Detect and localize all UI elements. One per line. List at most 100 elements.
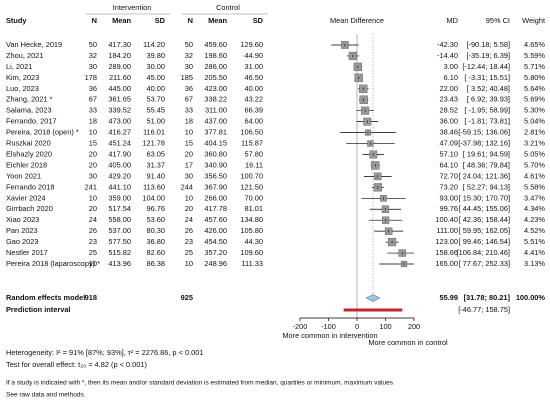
table-cell: 311.00 xyxy=(205,106,227,115)
table-cell: 40.00 xyxy=(147,84,166,93)
table-cell: 339.52 xyxy=(108,106,131,115)
table-cell: 537.00 xyxy=(108,226,131,235)
table-cell: 404.15 xyxy=(204,139,227,148)
md-value: 123.00 xyxy=(435,237,458,246)
column-header: N xyxy=(92,16,97,25)
table-cell: 18 xyxy=(89,117,97,126)
study-name: Kim, 2023 xyxy=(6,73,39,82)
table-cell: 106.50 xyxy=(240,128,263,137)
table-cell: 10 xyxy=(89,259,97,268)
ci-value: [ -1.81; 73.81] xyxy=(464,117,510,126)
table-cell: 417.78 xyxy=(204,204,227,213)
pooled-diamond xyxy=(365,294,381,302)
study-name: Salama, 2023 xyxy=(6,106,52,115)
table-cell: 20 xyxy=(185,149,193,158)
table-cell: 377.81 xyxy=(204,128,227,137)
md-value: 23.43 xyxy=(440,95,459,104)
x-label-right: More common in control xyxy=(368,338,448,347)
table-cell: 24 xyxy=(89,215,97,224)
table-cell: 91.40 xyxy=(147,171,166,180)
pooled-label: Random effects model xyxy=(6,293,85,302)
ci-value: [ 15.30; 170.70] xyxy=(459,193,510,202)
table-cell: 417.90 xyxy=(108,149,131,158)
study-name: Zhang, 2021 * xyxy=(6,95,53,104)
weight-value: 5.30% xyxy=(524,106,545,115)
ci-value: [-37.98; 132.16] xyxy=(458,139,510,148)
weight-value: 4.52% xyxy=(524,226,545,235)
table-cell: 116.01 xyxy=(143,128,165,137)
study-name: Pereira 2018 (laparoscopy) * xyxy=(6,259,100,268)
weight-value: 5.64% xyxy=(524,84,545,93)
footnote: See raw data and methods. xyxy=(6,392,86,399)
pooled-md: 55.99 xyxy=(440,293,459,302)
table-cell: 360.80 xyxy=(204,149,227,158)
table-cell: 115.87 xyxy=(241,139,263,148)
table-cell: 10 xyxy=(89,128,97,137)
table-cell: 111.33 xyxy=(241,259,263,268)
study-name: Eichler 2018 xyxy=(6,160,47,169)
table-cell: 558.00 xyxy=(108,215,131,224)
x-label-left: More common in intervention xyxy=(282,331,377,340)
column-header: Mean xyxy=(112,16,131,25)
table-cell: 50 xyxy=(89,40,97,49)
weight-value: 5.04% xyxy=(524,117,545,126)
table-cell: 105.80 xyxy=(240,226,263,235)
weight-value: 5.51% xyxy=(524,237,545,246)
table-cell: 53.70 xyxy=(147,95,166,104)
table-cell: 20 xyxy=(89,204,97,213)
table-cell: 185 xyxy=(181,73,193,82)
table-cell: 31.00 xyxy=(245,62,264,71)
table-cell: 109.60 xyxy=(240,248,263,257)
table-cell: 429.20 xyxy=(108,171,131,180)
study-header: Study xyxy=(6,16,27,25)
column-header: SD xyxy=(155,16,166,25)
table-cell: 30 xyxy=(185,171,193,180)
table-cell: 20 xyxy=(89,149,97,158)
table-cell: 10 xyxy=(185,193,193,202)
table-cell: 248.96 xyxy=(204,259,227,268)
weight-value: 3.21% xyxy=(524,139,545,148)
x-tick-label: -200 xyxy=(293,322,308,331)
table-cell: 266.00 xyxy=(204,193,227,202)
ci-value: [-59.15; 136.06] xyxy=(458,128,510,137)
md-value: -14.40 xyxy=(437,51,458,60)
study-name: Li, 2021 xyxy=(6,62,32,71)
md-value: -42.30 xyxy=(437,40,458,49)
ci-value: [ 99.46; 146.54] xyxy=(459,237,510,246)
weight-value: 5.05% xyxy=(524,149,545,158)
ci-header: 95% CI xyxy=(486,16,510,25)
table-cell: 244 xyxy=(181,182,193,191)
ci-value: [ 48.36; 79.84] xyxy=(463,160,510,169)
column-header: Mean xyxy=(208,16,227,25)
table-cell: 51.00 xyxy=(147,117,166,126)
md-value: 158.66 xyxy=(435,248,458,257)
overall-test: Test for overall effect: t₂₀ = 4.82 (p <… xyxy=(6,360,147,369)
x-tick-label: -100 xyxy=(321,322,336,331)
weight-value: 5.80% xyxy=(524,73,545,82)
table-cell: 286.00 xyxy=(204,62,227,71)
md-value: 111.00 xyxy=(436,226,458,235)
prediction-label: Prediction interval xyxy=(6,305,70,314)
table-cell: 426.00 xyxy=(204,226,227,235)
table-cell: 357.20 xyxy=(204,248,227,257)
weight-value: 5.59% xyxy=(524,51,545,60)
table-cell: 104.00 xyxy=(142,193,165,202)
md-value: 165.00 xyxy=(435,259,458,268)
pooled-weight: 100.00% xyxy=(516,293,546,302)
study-name: Nestler 2017 xyxy=(6,248,48,257)
ci-value: [-12.44; 18.44] xyxy=(462,62,510,71)
table-cell: 211.60 xyxy=(109,73,131,82)
intervention-header: Intervention xyxy=(113,3,152,12)
table-cell: 359.00 xyxy=(108,193,131,202)
table-cell: 100.70 xyxy=(240,171,263,180)
x-tick-label: 0 xyxy=(355,322,359,331)
table-cell: 20 xyxy=(185,204,193,213)
table-cell: 46.50 xyxy=(245,73,264,82)
ci-value: [-90.18; 5.58] xyxy=(466,40,510,49)
weight-value: 4.41% xyxy=(524,248,545,257)
study-name: Elshazly 2020 xyxy=(6,149,52,158)
weight-value: 3.13% xyxy=(524,259,545,268)
table-cell: 454.50 xyxy=(204,237,227,246)
weight-value: 4.61% xyxy=(524,171,545,180)
weight-value: 5.70% xyxy=(524,160,545,169)
